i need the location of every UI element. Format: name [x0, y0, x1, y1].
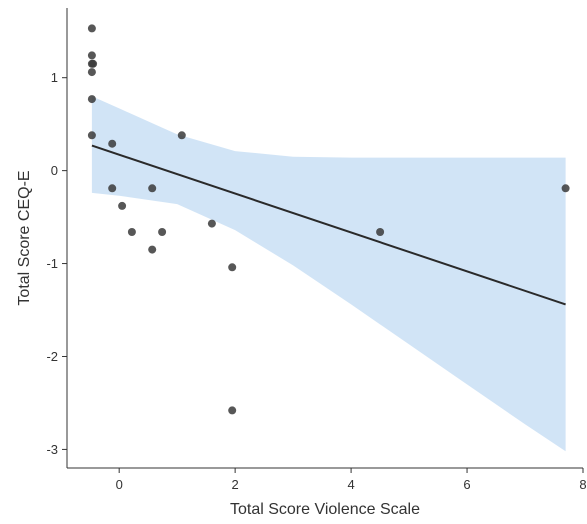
y-tick-label: -1 — [46, 256, 58, 271]
x-tick-label: 8 — [579, 477, 586, 492]
y-tick-label: -2 — [46, 349, 58, 364]
data-point — [127, 228, 136, 236]
data-point — [87, 131, 96, 140]
x-tick-label: 0 — [116, 477, 123, 492]
confidence-band — [91, 96, 566, 452]
data-point — [118, 201, 127, 210]
x-axis-ticks: 0 2 4 6 8 — [116, 468, 587, 492]
data-point — [87, 51, 96, 60]
data-point — [108, 184, 117, 193]
data-point — [228, 406, 237, 415]
data-point — [148, 245, 157, 254]
data-point — [87, 68, 96, 77]
data-point — [108, 139, 117, 148]
data-point — [207, 219, 216, 228]
data-point — [561, 184, 570, 193]
data-point — [177, 131, 186, 140]
x-tick-label: 2 — [232, 477, 239, 492]
data-points — [87, 24, 570, 415]
data-point — [87, 95, 96, 104]
data-point — [89, 59, 98, 68]
y-tick-label: 0 — [51, 163, 58, 178]
x-axis-title: Total Score Violence Scale — [230, 501, 420, 518]
x-tick-label: 6 — [463, 477, 470, 492]
data-point — [228, 263, 237, 272]
data-point — [148, 184, 157, 193]
regression-line — [91, 144, 566, 306]
y-tick-label: -3 — [46, 442, 58, 457]
y-axis-title: Total Score CEQ-E — [16, 170, 33, 305]
y-axis-ticks: -3 -2 -1 0 1 — [46, 70, 67, 457]
data-point — [376, 228, 385, 236]
data-point — [87, 24, 96, 33]
data-point — [158, 228, 167, 236]
x-tick-label: 4 — [347, 477, 354, 492]
y-tick-label: 1 — [51, 70, 58, 85]
